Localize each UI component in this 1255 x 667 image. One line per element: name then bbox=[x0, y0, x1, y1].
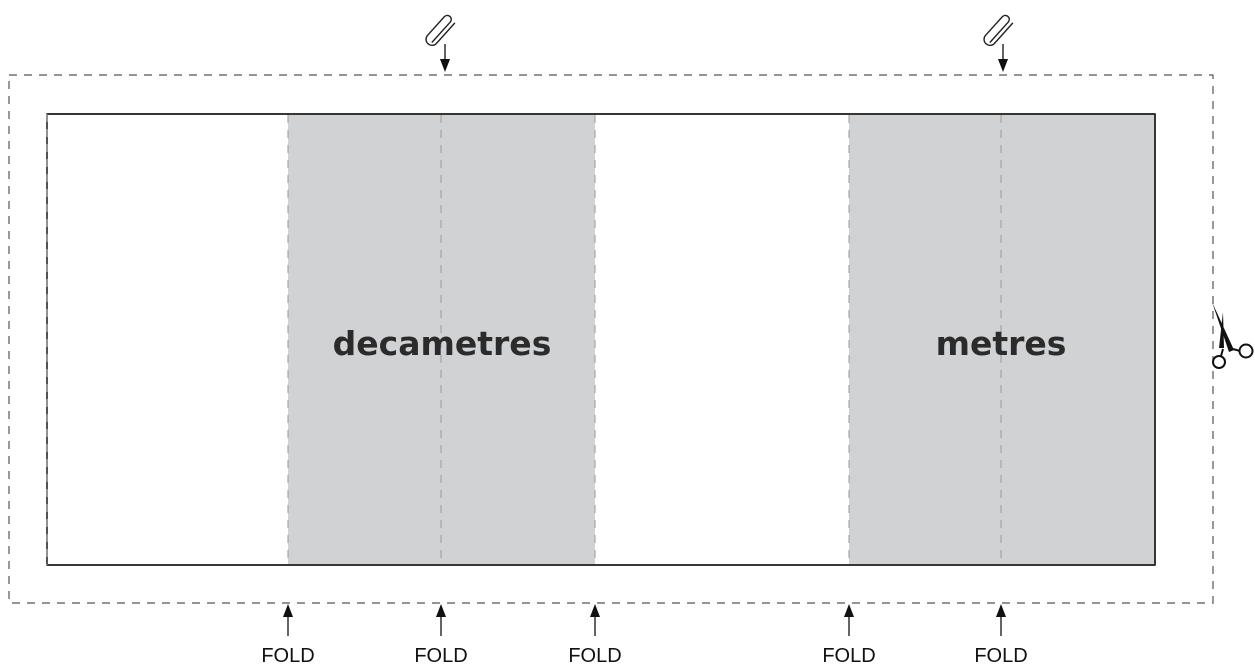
fold-label: FOLD bbox=[261, 645, 315, 667]
shaded-column-metres bbox=[849, 115, 1154, 564]
fold-label: FOLD bbox=[414, 645, 468, 667]
fold-label: FOLD bbox=[822, 645, 876, 667]
paperclip-icon bbox=[425, 14, 456, 46]
fold-arrow-up-icon bbox=[590, 604, 600, 636]
fold-arrow-up-icon bbox=[844, 604, 854, 636]
fold-arrow-up-icon bbox=[283, 604, 293, 636]
clip-arrow-down-icon bbox=[440, 44, 450, 72]
cut-border bbox=[8, 74, 1214, 604]
panel-label-metres: metres bbox=[935, 324, 1067, 363]
clip-arrow-down-icon bbox=[998, 44, 1008, 72]
scissors-icon bbox=[1212, 302, 1254, 369]
fold-label: FOLD bbox=[568, 645, 622, 667]
fold-arrow-up-icon bbox=[436, 604, 446, 636]
fold-arrow-up-icon bbox=[996, 604, 1006, 636]
paperclip-icon bbox=[983, 14, 1014, 46]
fold-label: FOLD bbox=[974, 645, 1028, 667]
shaded-column-decametres bbox=[288, 115, 595, 564]
panel-label-decametres: decametres bbox=[332, 324, 552, 363]
